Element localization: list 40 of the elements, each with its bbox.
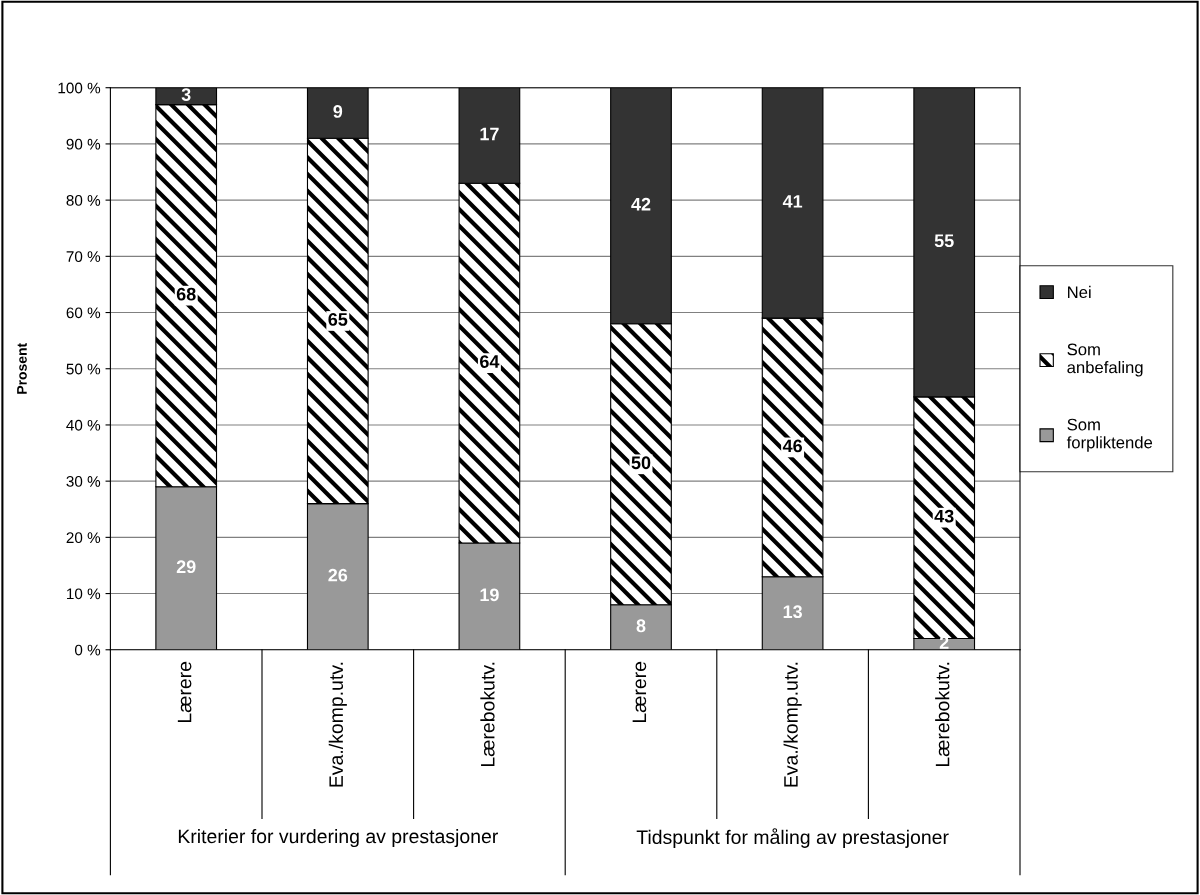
y-tick-label: 90 % — [66, 138, 101, 150]
data-label: 19 — [480, 588, 499, 602]
data-label: 55 — [934, 234, 954, 248]
text: Kriterier for vurdering av prestasjoner — [178, 829, 498, 848]
data-label: 50 — [631, 456, 651, 470]
y-tick-label: 30 % — [66, 476, 101, 487]
y-tick-label: 60 % — [66, 307, 101, 319]
legend-label: Som forpliktende — [1066, 418, 1153, 452]
data-label: 64 — [480, 355, 500, 368]
data-label: 46 — [782, 439, 802, 453]
y-tick-label: 70 % — [66, 251, 101, 263]
data-label: 29 — [176, 560, 196, 574]
data-label: 8 — [636, 619, 646, 633]
y-tick-label: 10 % — [67, 588, 101, 600]
data-label: 3 — [181, 88, 191, 102]
y-tick-label: 0 % — [74, 644, 101, 656]
x-tick-label: Lærebokutv. — [935, 662, 950, 767]
y-tick-label: 50 % — [66, 363, 101, 375]
data-label: 9 — [333, 105, 343, 118]
y-tick-label: 20 % — [66, 532, 101, 544]
x-tick-label: Lærere — [177, 661, 192, 723]
data-label: 26 — [328, 568, 348, 582]
data-label: 13 — [783, 605, 802, 619]
data-label: 42 — [631, 197, 651, 211]
text: Tidspunkt for måling av prestasjoner — [636, 828, 949, 848]
data-label: 65 — [328, 313, 348, 326]
y-tick-label: 40 % — [66, 419, 101, 431]
data-label: 41 — [782, 195, 803, 208]
x-tick-label: Lærebokutv. — [480, 662, 495, 767]
legend-label: Som anbefaling — [1067, 343, 1143, 377]
data-label: 68 — [176, 287, 196, 301]
data-label: 43 — [934, 509, 954, 523]
x-tick-label: Eva./komp.utv. — [783, 662, 802, 787]
x-tick-label: Lærere — [632, 661, 647, 723]
legend-label: Nei — [1068, 285, 1091, 299]
y-tick-label: 100 % — [58, 82, 101, 94]
y-tick-label: 80 % — [66, 194, 101, 206]
data-label: 17 — [480, 127, 499, 141]
y-axis-title: Prosent — [17, 343, 27, 394]
x-tick-label: Eva./komp.utv. — [328, 662, 347, 787]
